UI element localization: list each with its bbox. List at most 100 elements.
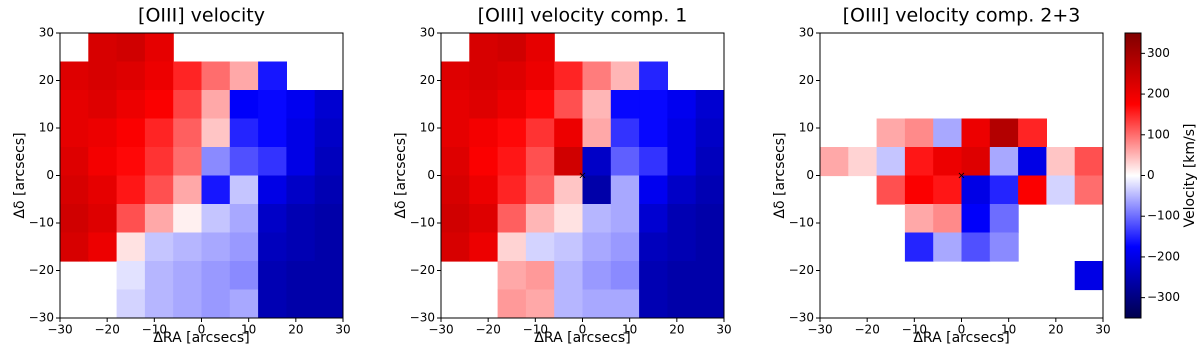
- velocity-cell: [695, 118, 724, 148]
- velocity-cell: [639, 147, 668, 177]
- chart-title: [OIII] velocity: [138, 5, 265, 27]
- velocity-cell: [610, 61, 640, 91]
- velocity-cell: [582, 232, 612, 262]
- velocity-cell: [610, 147, 640, 177]
- colorbar-tick-label: 300: [1147, 46, 1170, 60]
- velocity-cell: [441, 204, 470, 234]
- velocity-cell: [116, 261, 146, 291]
- velocity-cell: [695, 90, 724, 120]
- colorbar-tick-label: −100: [1147, 209, 1180, 223]
- x-tick-label: −10: [902, 323, 927, 337]
- colorbar-tick-label: 200: [1147, 87, 1170, 101]
- velocity-cell: [88, 90, 118, 120]
- colorbar-tick-label: −300: [1147, 290, 1180, 304]
- velocity-cell: [229, 175, 259, 205]
- velocity-cell: [144, 204, 174, 234]
- velocity-cell: [441, 147, 470, 177]
- y-tick-label: −20: [29, 263, 54, 277]
- velocity-cell: [286, 90, 316, 120]
- velocity-cell: [525, 118, 555, 148]
- x-tick-label: −30: [47, 323, 72, 337]
- colorbar: [1124, 32, 1142, 319]
- velocity-cell: [582, 118, 612, 148]
- velocity-cell: [116, 204, 146, 234]
- velocity-cell: [469, 90, 499, 120]
- velocity-cell: [60, 232, 89, 262]
- velocity-cell: [286, 175, 316, 205]
- velocity-cell: [933, 118, 963, 148]
- velocity-cell: [582, 90, 612, 120]
- y-tick-label: 0: [427, 168, 435, 182]
- x-axis-label: ΔRA [arcsecs]: [534, 330, 630, 346]
- velocity-cell: [201, 118, 231, 148]
- velocity-cell: [876, 147, 906, 177]
- velocity-cell: [258, 232, 287, 262]
- velocity-cell: [961, 118, 991, 148]
- velocity-cell: [610, 289, 640, 318]
- velocity-cell: [639, 289, 668, 318]
- velocity-cell: [469, 204, 499, 234]
- velocity-cell: [904, 175, 934, 205]
- velocity-cell: [639, 261, 668, 291]
- chart-title: [OIII] velocity comp. 1: [478, 5, 688, 27]
- velocity-cell: [525, 61, 555, 91]
- velocity-cell: [60, 147, 89, 177]
- velocity-cell: [989, 204, 1019, 234]
- velocity-cell: [497, 33, 527, 63]
- velocity-cell: [554, 118, 584, 148]
- velocity-cell: [173, 261, 203, 291]
- y-tick-label: 20: [799, 73, 814, 87]
- velocity-cell: [904, 204, 934, 234]
- velocity-cell: [441, 232, 470, 262]
- velocity-cell: [469, 175, 499, 205]
- x-tick-label: 10: [241, 323, 256, 337]
- velocity-cell: [1074, 261, 1103, 291]
- velocity-cell: [314, 232, 343, 262]
- velocity-cell: [116, 232, 146, 262]
- x-tick-label: 30: [1095, 323, 1110, 337]
- velocity-cell: [229, 289, 259, 318]
- velocity-cell: [88, 33, 118, 63]
- velocity-cell: [1018, 175, 1047, 205]
- velocity-cell: [60, 90, 89, 120]
- velocity-cell: [582, 289, 612, 318]
- velocity-cell: [497, 147, 527, 177]
- velocity-cell: [201, 175, 231, 205]
- velocity-cell: [667, 175, 697, 205]
- chart-title: [OIII] velocity comp. 2+3: [843, 5, 1081, 27]
- velocity-cell: [116, 33, 146, 63]
- velocity-cell: [286, 232, 316, 262]
- velocity-cell: [497, 204, 527, 234]
- y-tick-label: −10: [789, 216, 814, 230]
- x-tick-label: −10: [523, 323, 548, 337]
- center-marker: ×: [957, 171, 965, 182]
- velocity-cell: [469, 118, 499, 148]
- velocity-cell: [639, 118, 668, 148]
- velocity-cell: [144, 147, 174, 177]
- x-axis-label: ΔRA [arcsecs]: [153, 330, 249, 346]
- velocity-cell: [88, 232, 118, 262]
- velocity-cell: [201, 204, 231, 234]
- colorbar-label: Velocity [km/s]: [1182, 123, 1198, 227]
- velocity-cell: [989, 147, 1019, 177]
- velocity-cell: [610, 232, 640, 262]
- velocity-cell: [258, 289, 287, 318]
- velocity-cell: [144, 232, 174, 262]
- velocity-cell: [258, 204, 287, 234]
- velocity-cell: [582, 147, 612, 177]
- colorbar-tick-label: −200: [1147, 249, 1180, 263]
- y-tick-label: −20: [410, 263, 435, 277]
- x-tick-label: 30: [716, 323, 731, 337]
- velocity-cell: [525, 33, 555, 63]
- x-axis-label: ΔRA [arcsecs]: [913, 330, 1009, 346]
- velocity-cell: [695, 232, 724, 262]
- velocity-cell: [286, 147, 316, 177]
- velocity-cell: [1018, 118, 1047, 148]
- velocity-cell: [667, 118, 697, 148]
- x-tick-label: 0: [579, 323, 587, 337]
- velocity-cell: [610, 204, 640, 234]
- velocity-cell: [497, 232, 527, 262]
- velocity-cell: [116, 147, 146, 177]
- velocity-cell: [667, 90, 697, 120]
- velocity-cell: [582, 61, 612, 91]
